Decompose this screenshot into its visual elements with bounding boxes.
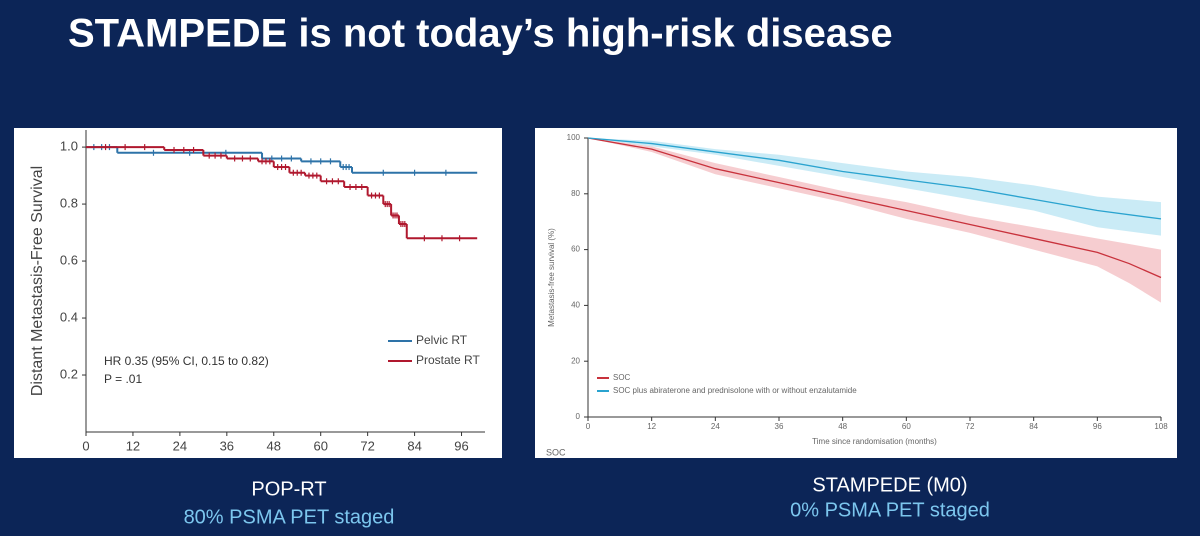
annotation: P = .01 (104, 372, 142, 386)
x-tick-label: 72 (966, 422, 975, 431)
y-tick-label: 0.4 (60, 309, 78, 324)
y-axis-label: Metastasis-free survival (%) (547, 228, 556, 327)
x-tick-label: 60 (902, 422, 911, 431)
subcaption: 80% PSMA PET staged (184, 506, 395, 528)
y-tick-label: 20 (571, 356, 580, 365)
caption: POP-RT (251, 478, 326, 500)
x-tick-label: 12 (647, 422, 656, 431)
x-tick-label: 48 (838, 422, 847, 431)
annotation: HR 0.35 (95% CI, 0.15 to 0.82) (104, 354, 269, 368)
panel (14, 128, 502, 458)
x-tick-label: 0 (82, 438, 89, 453)
x-tick-label: 84 (1029, 422, 1038, 431)
x-tick-label: 24 (173, 438, 187, 453)
x-axis-label: Time since randomisation (months) (812, 437, 937, 446)
x-tick-label: 84 (407, 438, 421, 453)
legend-label: SOC (613, 373, 631, 382)
y-tick-label: 80 (571, 189, 580, 198)
legend-label: Pelvic RT (416, 333, 468, 347)
y-axis-label: Distant Metastasis-Free Survival (29, 166, 46, 396)
x-tick-label: 48 (267, 438, 281, 453)
y-tick-label: 60 (571, 245, 580, 254)
footer-text: SOC (546, 447, 566, 457)
y-tick-label: 40 (571, 301, 580, 310)
x-tick-label: 0 (586, 422, 591, 431)
y-tick-label: 100 (567, 133, 581, 142)
caption: STAMPEDE (M0) (812, 474, 967, 496)
x-tick-label: 108 (1154, 422, 1168, 431)
x-tick-label: 24 (711, 422, 720, 431)
x-tick-label: 12 (126, 438, 140, 453)
x-tick-label: 96 (1093, 422, 1102, 431)
x-tick-label: 72 (360, 438, 374, 453)
slide-title: STAMPEDE is not today’s high-risk diseas… (68, 12, 893, 56)
x-tick-label: 60 (313, 438, 327, 453)
y-tick-label: 0.8 (60, 196, 78, 211)
line (587, 137, 1162, 279)
legend-label: Prostate RT (416, 353, 480, 367)
panel (535, 128, 1177, 458)
ci-band (588, 138, 1161, 236)
y-tick-label: 0.2 (60, 366, 78, 381)
y-tick-label: 0 (576, 412, 581, 421)
line (587, 137, 1162, 220)
subcaption: 0% PSMA PET staged (790, 499, 990, 521)
x-tick-label: 96 (454, 438, 468, 453)
y-tick-label: 1.0 (60, 139, 78, 154)
x-tick-label: 36 (775, 422, 784, 431)
x-tick-label: 36 (220, 438, 234, 453)
legend-label: SOC plus abiraterone and prednisolone wi… (613, 386, 857, 395)
y-tick-label: 0.6 (60, 252, 78, 267)
